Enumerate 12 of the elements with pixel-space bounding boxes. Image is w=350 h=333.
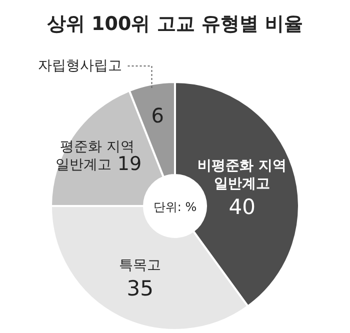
title: 상위 100위 고교 유형별 비율	[46, 13, 304, 35]
data-label: 6	[151, 104, 164, 128]
data-label: 40	[228, 195, 256, 220]
data-label: 19	[117, 152, 142, 175]
annotation: 단위: %	[153, 200, 197, 214]
category-label: 비평준화 지역	[198, 158, 287, 174]
category-label: 자립형사립고	[38, 58, 122, 74]
category-label: 특목고	[119, 258, 162, 274]
category-label: 일반계고	[55, 156, 112, 173]
category-label: 평준화 지역	[60, 138, 135, 155]
data-label: 35	[126, 276, 154, 300]
category-label: 일반계고	[214, 176, 270, 192]
